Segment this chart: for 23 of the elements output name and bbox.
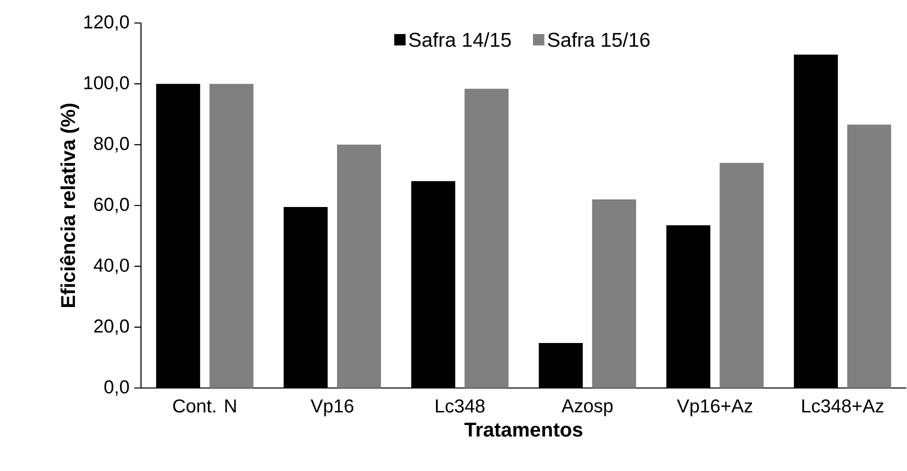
- y-tick-label: 40,0: [94, 258, 129, 274]
- bar: [592, 199, 636, 388]
- x-tick-label: Lc348+Az: [802, 399, 884, 413]
- y-tick-label: 80,0: [94, 136, 129, 152]
- bar: [847, 124, 892, 388]
- x-tick-label: Vp16: [310, 399, 354, 416]
- x-tick-label: Vp16+Az: [676, 399, 752, 416]
- y-tick-label: 60,0: [94, 198, 129, 214]
- x-tick-label: Lc348: [436, 399, 485, 413]
- y-tick-label: 0,0: [104, 380, 129, 396]
- y-tick-label: 20,0: [94, 319, 129, 335]
- y-axis-title: Eficiência relativa (%): [60, 104, 80, 307]
- x-tick-label: Azosp: [562, 399, 613, 416]
- bar: [720, 162, 764, 388]
- y-tick-label: 120,0: [84, 15, 129, 31]
- y-tick-label: 100,0: [84, 76, 129, 92]
- bar: [337, 144, 382, 388]
- legend-label: Safra 15/16: [548, 32, 650, 47]
- legend-label: Safra 14/15: [409, 32, 511, 47]
- bar: [209, 84, 254, 388]
- x-axis-title: Tratamentos: [464, 422, 582, 437]
- bar: [464, 88, 509, 388]
- x-tick-label: Cont. N: [173, 399, 236, 413]
